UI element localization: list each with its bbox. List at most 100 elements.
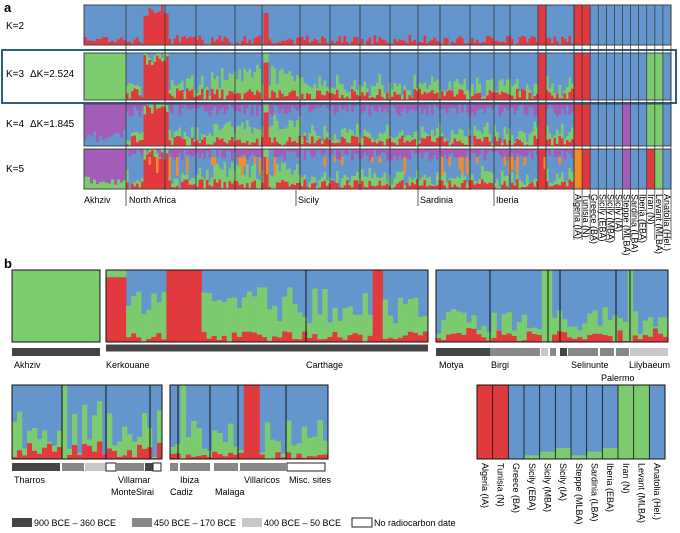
admixture-segment	[491, 312, 497, 338]
admixture-segment	[411, 182, 414, 189]
admixture-segment	[436, 92, 439, 100]
admixture-segment	[278, 171, 282, 183]
admixture-segment	[411, 137, 414, 141]
admixture-segment	[183, 174, 187, 180]
admixture-segment	[246, 149, 249, 160]
admixture-segment	[396, 94, 399, 100]
admixture-segment	[93, 131, 96, 146]
admixture-segment	[423, 131, 427, 139]
admixture-segment	[243, 187, 247, 189]
reference-column	[638, 5, 647, 45]
admixture-segment	[511, 95, 514, 100]
reference-column	[582, 104, 591, 146]
admixture-segment	[178, 187, 182, 189]
admixture-segment	[378, 74, 382, 90]
admixture-segment	[503, 104, 507, 108]
admixture-segment	[126, 41, 129, 45]
admixture-segment	[276, 104, 279, 108]
reference-column	[606, 53, 615, 100]
reference-column	[654, 104, 663, 146]
period-bar-dark	[12, 348, 100, 356]
reference-label-2: Greece (BA)	[589, 194, 599, 244]
admixture-segment	[597, 325, 603, 334]
admixture-segment	[501, 41, 504, 45]
admixture-segment	[461, 334, 467, 342]
admixture-segment	[111, 270, 117, 278]
admixture-segment	[652, 326, 659, 329]
admixture-segment	[563, 39, 567, 45]
admixture-segment	[526, 42, 529, 45]
admixture-segment	[513, 83, 517, 100]
bar-outline	[476, 384, 666, 460]
admixture-segment	[407, 299, 414, 332]
admixture-segment	[401, 94, 404, 100]
admixture-segment	[556, 143, 559, 146]
admixture-segment	[476, 130, 479, 140]
admixture-segment	[258, 68, 262, 93]
admixture-segment	[151, 150, 154, 189]
admixture-segment	[481, 179, 484, 189]
admixture-segment	[458, 140, 462, 146]
admixture-segment	[191, 420, 197, 457]
admixture-segment	[156, 153, 159, 158]
admixture-segment	[301, 457, 308, 459]
admixture-segment	[138, 140, 142, 146]
admixture-segment	[313, 131, 317, 144]
admixture-segment	[311, 136, 314, 146]
admixture-segment	[217, 433, 223, 455]
admixture-segment	[151, 113, 154, 146]
admixture-segment	[186, 149, 189, 155]
admixture-segment	[132, 441, 138, 458]
admixture-segment	[191, 149, 194, 157]
admixture-segment	[473, 180, 477, 185]
admixture-segment	[153, 157, 157, 189]
admixture-segment	[563, 149, 567, 160]
admixture-segment	[306, 93, 309, 100]
admixture-segment	[637, 339, 644, 342]
reference-label-b-8: Iberia (EBA)	[605, 463, 615, 512]
admixture-segment	[516, 179, 519, 189]
admixture-segment	[476, 93, 479, 100]
admixture-segment	[196, 428, 202, 456]
admixture-segment	[233, 454, 239, 459]
admixture-segment	[441, 149, 444, 158]
admixture-segment	[251, 142, 254, 146]
admixture-segment	[602, 307, 608, 335]
admixture-segment	[146, 338, 152, 342]
site-villaricos: Villaricos	[244, 475, 280, 485]
admixture-segment	[331, 149, 334, 154]
admixture-segment	[37, 439, 43, 454]
admixture-segment	[143, 105, 147, 115]
k4-delta: ΔK=1.845	[30, 119, 75, 130]
admixture-segment	[563, 144, 567, 146]
admixture-segment	[27, 430, 33, 444]
admixture-segment	[326, 87, 329, 91]
admixture-segment	[281, 129, 284, 146]
admixture-segment	[351, 130, 354, 136]
admixture-segment	[168, 93, 172, 100]
admixture-segment	[453, 178, 457, 185]
admixture-segment	[521, 149, 524, 156]
admixture-segment	[516, 322, 523, 342]
admixture-segment	[133, 135, 137, 146]
admixture-segment	[506, 36, 509, 45]
admixture-segment	[343, 98, 347, 100]
admixture-segment	[282, 331, 288, 342]
admixture-segment	[533, 135, 537, 146]
admixture-segment	[271, 142, 274, 146]
k3-highlight-box	[1, 49, 677, 104]
reference-column	[630, 53, 639, 100]
admixture-segment	[253, 127, 257, 143]
admixture-segment	[602, 447, 618, 459]
admixture-segment	[381, 149, 384, 153]
admixture-segment	[331, 178, 334, 181]
admixture-segment	[562, 319, 568, 333]
admixture-segment	[361, 38, 364, 45]
admixture-segment	[378, 89, 382, 100]
admixture-segment	[337, 320, 343, 338]
admixture-segment	[476, 334, 482, 342]
reference-label-b-2: Greece (BA)	[511, 463, 521, 513]
reference-label-b-5: Sicily (IA)	[558, 463, 568, 501]
admixture-segment	[377, 270, 384, 342]
admixture-segment	[258, 129, 262, 146]
